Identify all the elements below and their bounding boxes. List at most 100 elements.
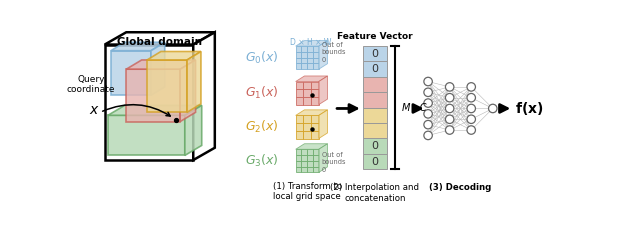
Polygon shape (296, 89, 303, 97)
Polygon shape (105, 32, 215, 44)
Polygon shape (301, 58, 307, 63)
Circle shape (445, 83, 454, 91)
Polygon shape (313, 161, 319, 167)
Bar (364, 123, 387, 139)
Polygon shape (313, 167, 319, 172)
Polygon shape (307, 63, 313, 69)
Circle shape (445, 104, 454, 113)
Circle shape (424, 77, 433, 86)
Bar (364, 61, 387, 77)
Polygon shape (311, 89, 319, 97)
Polygon shape (296, 58, 301, 63)
Polygon shape (111, 51, 151, 95)
Text: M · C: M · C (402, 103, 426, 113)
Polygon shape (296, 41, 328, 46)
Polygon shape (147, 60, 187, 112)
Polygon shape (311, 123, 319, 131)
Polygon shape (301, 63, 307, 69)
Polygon shape (307, 155, 313, 161)
Polygon shape (319, 76, 328, 105)
Bar (364, 77, 387, 92)
Polygon shape (296, 149, 301, 155)
Polygon shape (296, 46, 301, 52)
Polygon shape (296, 161, 301, 167)
Polygon shape (296, 131, 303, 139)
Polygon shape (307, 149, 313, 155)
Polygon shape (311, 81, 319, 89)
Circle shape (445, 126, 454, 134)
Bar (364, 154, 387, 169)
Polygon shape (307, 52, 313, 58)
Polygon shape (307, 46, 313, 52)
Circle shape (467, 94, 476, 102)
Text: Out of
bounds
0: Out of bounds 0 (322, 152, 346, 173)
Polygon shape (319, 41, 328, 69)
Text: $G_0(x)$: $G_0(x)$ (245, 50, 279, 66)
Polygon shape (296, 144, 328, 149)
Text: $\mathbf{f(x)}$: $\mathbf{f(x)}$ (515, 100, 544, 117)
Polygon shape (311, 131, 319, 139)
Polygon shape (296, 167, 301, 172)
Circle shape (424, 99, 433, 107)
Polygon shape (296, 155, 301, 161)
Polygon shape (303, 89, 311, 97)
Polygon shape (311, 97, 319, 105)
Text: Query
coordinate: Query coordinate (67, 75, 115, 94)
Polygon shape (187, 52, 201, 112)
Circle shape (467, 115, 476, 123)
Circle shape (467, 83, 476, 91)
Polygon shape (296, 115, 303, 123)
Polygon shape (303, 115, 311, 123)
Polygon shape (303, 131, 311, 139)
Polygon shape (296, 81, 303, 89)
Polygon shape (303, 97, 311, 105)
Bar (364, 108, 387, 123)
Text: Out of
bounds
0: Out of bounds 0 (322, 42, 346, 63)
Text: 0: 0 (371, 141, 378, 151)
Polygon shape (301, 52, 307, 58)
Text: Global domain: Global domain (117, 37, 202, 47)
Circle shape (445, 94, 454, 102)
Text: $G_2(x)$: $G_2(x)$ (245, 119, 279, 135)
Polygon shape (296, 97, 303, 105)
Text: $G_1(x)$: $G_1(x)$ (245, 85, 279, 101)
Polygon shape (319, 110, 328, 139)
Polygon shape (296, 110, 328, 115)
Polygon shape (111, 42, 164, 51)
Text: (2) Interpolation and
concatenation: (2) Interpolation and concatenation (330, 183, 419, 203)
Polygon shape (301, 149, 307, 155)
Text: (3) Decoding: (3) Decoding (429, 183, 492, 192)
Polygon shape (108, 115, 185, 156)
Circle shape (424, 131, 433, 140)
Polygon shape (193, 32, 215, 160)
Bar (364, 139, 387, 154)
Polygon shape (313, 149, 319, 155)
Polygon shape (301, 46, 307, 52)
Polygon shape (301, 155, 307, 161)
Polygon shape (301, 167, 307, 172)
Polygon shape (313, 63, 319, 69)
Polygon shape (180, 60, 196, 122)
Polygon shape (307, 161, 313, 167)
Polygon shape (301, 161, 307, 167)
Circle shape (445, 115, 454, 123)
Text: $G_3(x)$: $G_3(x)$ (245, 153, 279, 169)
Polygon shape (319, 144, 328, 172)
Polygon shape (105, 44, 193, 160)
Polygon shape (303, 81, 311, 89)
Polygon shape (151, 42, 164, 95)
Bar (364, 46, 387, 61)
FancyArrowPatch shape (102, 105, 170, 116)
Circle shape (488, 104, 497, 113)
Polygon shape (313, 52, 319, 58)
Polygon shape (313, 155, 319, 161)
Polygon shape (126, 60, 196, 69)
Circle shape (424, 88, 433, 96)
Polygon shape (307, 167, 313, 172)
Text: Feature Vector: Feature Vector (337, 32, 413, 41)
Circle shape (424, 120, 433, 129)
Polygon shape (108, 105, 202, 115)
Text: (1) Transform to
local grid space: (1) Transform to local grid space (273, 182, 342, 201)
Polygon shape (296, 52, 301, 58)
Polygon shape (313, 46, 319, 52)
